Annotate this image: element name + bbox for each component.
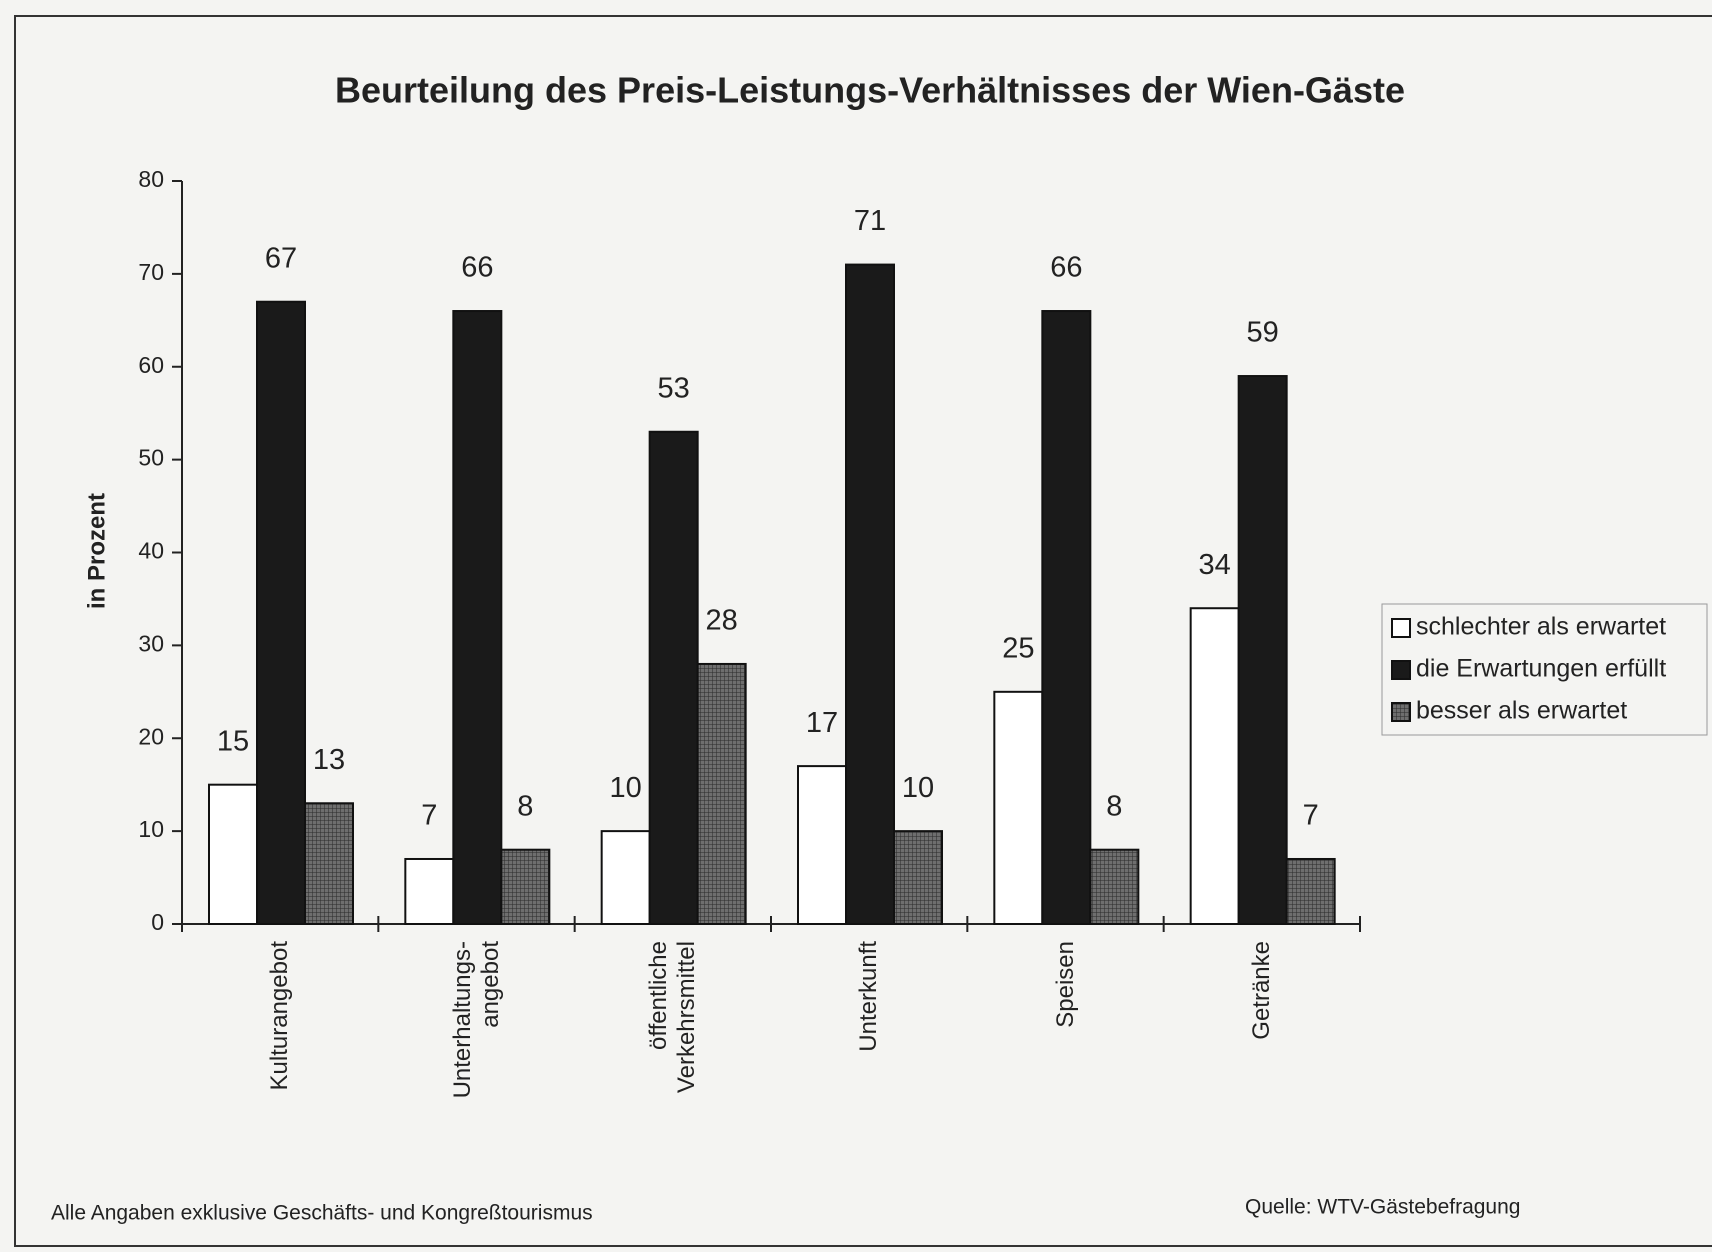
bar [256,300,306,925]
y-tick-label: 70 [138,259,164,285]
footnote: Alle Angaben exklusive Geschäfts- und Ko… [51,1202,593,1225]
x-tick-label: Speisen [1051,941,1079,1028]
bar [993,690,1044,925]
value-label: 17 [806,707,838,739]
bar [404,857,455,925]
legend-label: die Erwartungen erfüllt [1416,655,1666,683]
bar [696,662,747,925]
legend-box [1381,603,1708,736]
x-tick-label: Unterkunft [855,941,883,1052]
bar [1285,857,1336,925]
value-label: 53 [658,372,690,404]
bar [208,783,258,925]
y-tick-label: 10 [138,816,164,842]
y-tick-label: 40 [138,538,164,564]
y-tick-label: 80 [138,166,164,192]
value-label: 10 [902,772,934,804]
bar [1237,375,1288,926]
value-label: 10 [610,772,642,804]
value-label: 67 [265,242,297,274]
y-tick-label: 30 [138,630,164,656]
x-tick-label: Unterhaltungs- angebot [448,941,504,1099]
bar [1089,848,1140,926]
value-label: 13 [313,744,345,776]
frame [14,15,1712,1247]
x-tick-label: öffentliche Verkehrsmittel [644,941,700,1094]
value-label: 66 [1050,252,1082,284]
bar [1189,607,1240,925]
bar [893,830,943,925]
bar [797,765,847,925]
x-tick-label: Getränke [1247,941,1275,1040]
y-tick-label: 0 [151,909,164,935]
legend-label: schlechter als erwartet [1416,613,1666,641]
x-tick-label: Kulturangebot [266,941,294,1091]
chart-title: Beurteilung des Preis-Leistungs-Verhältn… [335,70,1405,111]
legend-swatch [1391,660,1411,680]
value-label: 66 [461,252,493,284]
value-label: 7 [1303,800,1319,832]
bar [845,263,895,925]
bar [452,310,503,925]
value-label: 28 [706,605,738,637]
source: Quelle: WTV-Gästebefragung [1245,1196,1520,1219]
y-axis-label: in Prozent [83,493,110,609]
value-label: 25 [1002,632,1034,664]
bar [600,830,651,925]
value-label: 8 [1106,790,1122,822]
legend-label: besser als erwartet [1416,697,1627,725]
value-label: 7 [421,800,437,832]
value-label: 34 [1199,549,1231,581]
y-tick-label: 20 [138,723,164,749]
bar [304,802,354,926]
legend-swatch [1391,702,1411,722]
bar [648,430,699,925]
value-label: 59 [1247,317,1279,349]
value-label: 71 [854,205,886,237]
value-label: 8 [517,790,533,822]
bar [1041,310,1092,925]
y-tick-label: 60 [138,352,164,378]
legend-swatch [1391,618,1411,638]
bar [500,848,551,926]
value-label: 15 [217,725,249,757]
y-tick-label: 50 [138,445,164,471]
